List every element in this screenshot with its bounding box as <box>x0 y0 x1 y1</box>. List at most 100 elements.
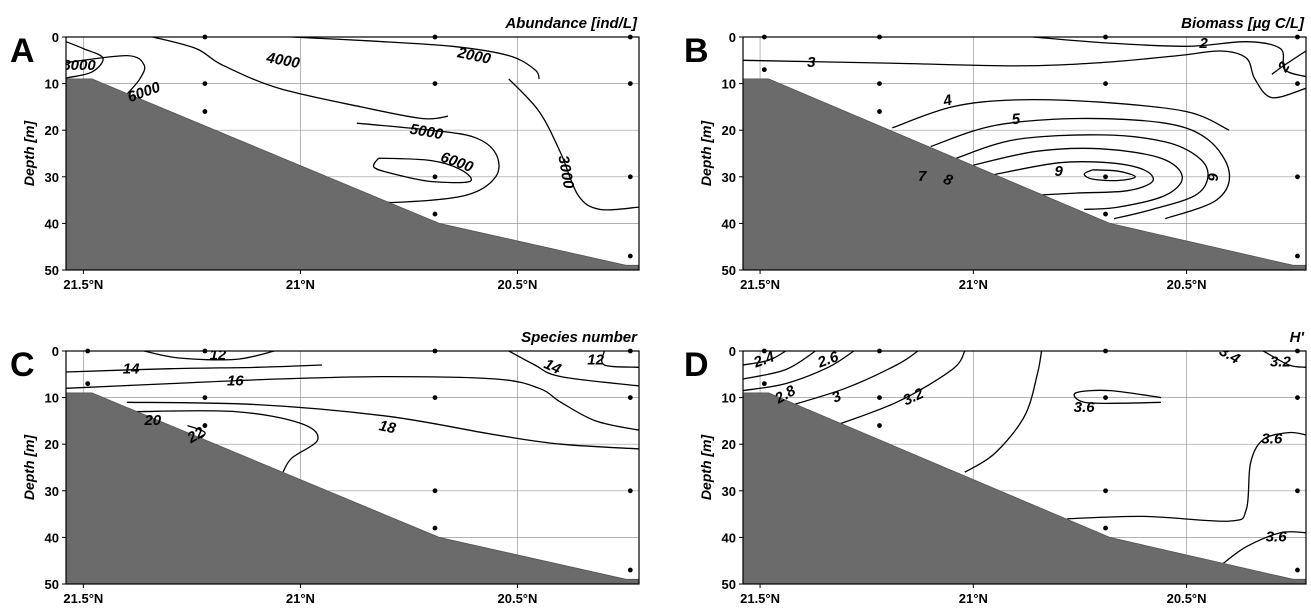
sampling-station-dot <box>1103 525 1108 531</box>
contour-label: 6000 <box>438 149 476 177</box>
contour-line <box>956 134 1209 220</box>
panel-letter: D <box>684 346 709 384</box>
contour-line <box>892 98 1230 131</box>
sampling-station-dot <box>432 81 438 86</box>
contour-label: 3 <box>807 54 816 71</box>
panel-letter: C <box>10 346 35 384</box>
y-axis-label: Depth [m] <box>698 120 714 187</box>
contour-line <box>828 351 966 429</box>
contour-line <box>508 351 639 387</box>
y-axis-label: Depth [m] <box>21 120 37 187</box>
sampling-station-dot <box>627 488 633 494</box>
panel-title: Abundance [ind/L] <box>504 15 638 32</box>
contour-label: 2 <box>1198 35 1208 52</box>
contour-label: 5000 <box>408 121 444 144</box>
contour-line <box>601 351 639 368</box>
seafloor-bathymetry <box>743 392 1306 584</box>
contour-label: 8000 <box>62 57 96 74</box>
contour-line <box>508 78 639 211</box>
contour-line <box>1083 169 1137 182</box>
y-tick-label: 40 <box>722 216 736 231</box>
x-tick-label: 21°N <box>286 591 315 606</box>
y-tick-label: 0 <box>52 30 59 45</box>
y-tick-label: 50 <box>45 577 59 592</box>
contour-line <box>930 117 1231 220</box>
panel-title: Species number <box>521 329 638 346</box>
contour-label: 2000 <box>455 44 493 68</box>
sampling-station-dot <box>1295 395 1300 400</box>
sampling-station-dot <box>432 211 438 217</box>
y-tick-label: 0 <box>52 344 59 359</box>
contour-line <box>743 351 816 380</box>
y-tick-label: 40 <box>722 530 736 545</box>
contour-label: 12 <box>210 347 227 364</box>
contour-line <box>66 364 323 373</box>
contour-label: 7 <box>918 168 927 185</box>
x-tick-label: 21°N <box>286 277 315 292</box>
contour-label: 14 <box>541 356 564 379</box>
contour-label: 3000 <box>554 154 577 190</box>
contour-label: 6 <box>1204 173 1221 182</box>
contour-line <box>135 410 319 473</box>
contour-line <box>291 37 540 80</box>
contour-line <box>743 50 1306 99</box>
panel-c: 12 14 16 14 12 18 20 22 21.5°N 21°N 20.5°N 0 10 20 30 4… <box>10 329 640 606</box>
y-tick-label: 10 <box>722 77 736 92</box>
axis-ticks: 21.5°N 21°N 20.5°N 0 10 20 30 40 50 <box>45 344 538 606</box>
contour-line <box>152 37 449 120</box>
y-tick-label: 10 <box>722 391 736 406</box>
contour-label: 9 <box>1054 163 1063 180</box>
sampling-station-dot <box>1295 253 1300 259</box>
sampling-station-dot <box>627 395 633 400</box>
sampling-station-dot <box>202 81 208 86</box>
x-tick-label: 21.5°N <box>740 591 780 606</box>
contour-line <box>994 161 1154 197</box>
y-tick-label: 20 <box>45 123 59 138</box>
sampling-station-dot <box>1295 81 1300 86</box>
contour-line <box>973 147 1183 211</box>
contour-label: 3.6 <box>1074 399 1096 416</box>
sampling-station-dot <box>761 67 767 73</box>
sampling-station-dot <box>432 395 438 400</box>
y-tick-label: 10 <box>45 77 59 92</box>
axis-ticks: 21.5°N 21°N 20.5°N 0 10 20 30 40 50 <box>722 30 1207 292</box>
plot-frame <box>742 350 1307 585</box>
sampling-station-dot <box>627 174 633 180</box>
sampling-station-dot <box>627 253 633 259</box>
contour-label: 3 <box>829 387 844 406</box>
contour-line <box>66 375 639 431</box>
seafloor-bathymetry <box>66 392 639 584</box>
contour-label: 5 <box>1011 111 1021 129</box>
y-tick-label: 50 <box>722 577 736 592</box>
contour-line <box>1220 531 1306 566</box>
contour-label: 4000 <box>264 49 301 72</box>
y-tick-label: 0 <box>729 344 736 359</box>
x-tick-label: 21.5°N <box>63 591 103 606</box>
x-tick-label: 21°N <box>959 591 988 606</box>
contour-line <box>66 54 146 95</box>
seafloor-bathymetry <box>66 78 639 270</box>
sampling-station-dot <box>432 525 438 531</box>
sampling-station-dot <box>1103 211 1108 217</box>
sampling-station-dot <box>1103 395 1108 400</box>
stations <box>85 348 633 573</box>
y-tick-label: 30 <box>45 170 59 185</box>
axis-ticks: 21.5°N 21°N 20.5°N 0 10 20 30 40 50 <box>45 30 538 292</box>
panel-title: H' <box>1290 329 1305 346</box>
y-tick-label: 20 <box>45 437 59 452</box>
contour-line <box>1271 50 1306 75</box>
contour-line <box>1067 431 1306 522</box>
contour-label: 3.2 <box>1270 354 1292 371</box>
sampling-station-dot <box>85 381 91 387</box>
y-tick-label: 20 <box>722 123 736 138</box>
contour-line <box>126 401 639 450</box>
x-tick-label: 21.5°N <box>740 277 780 292</box>
sampling-station-dot <box>1295 174 1300 180</box>
contour-line <box>1262 351 1306 368</box>
y-tick-label: 50 <box>722 263 736 278</box>
y-tick-label: 30 <box>722 484 736 499</box>
